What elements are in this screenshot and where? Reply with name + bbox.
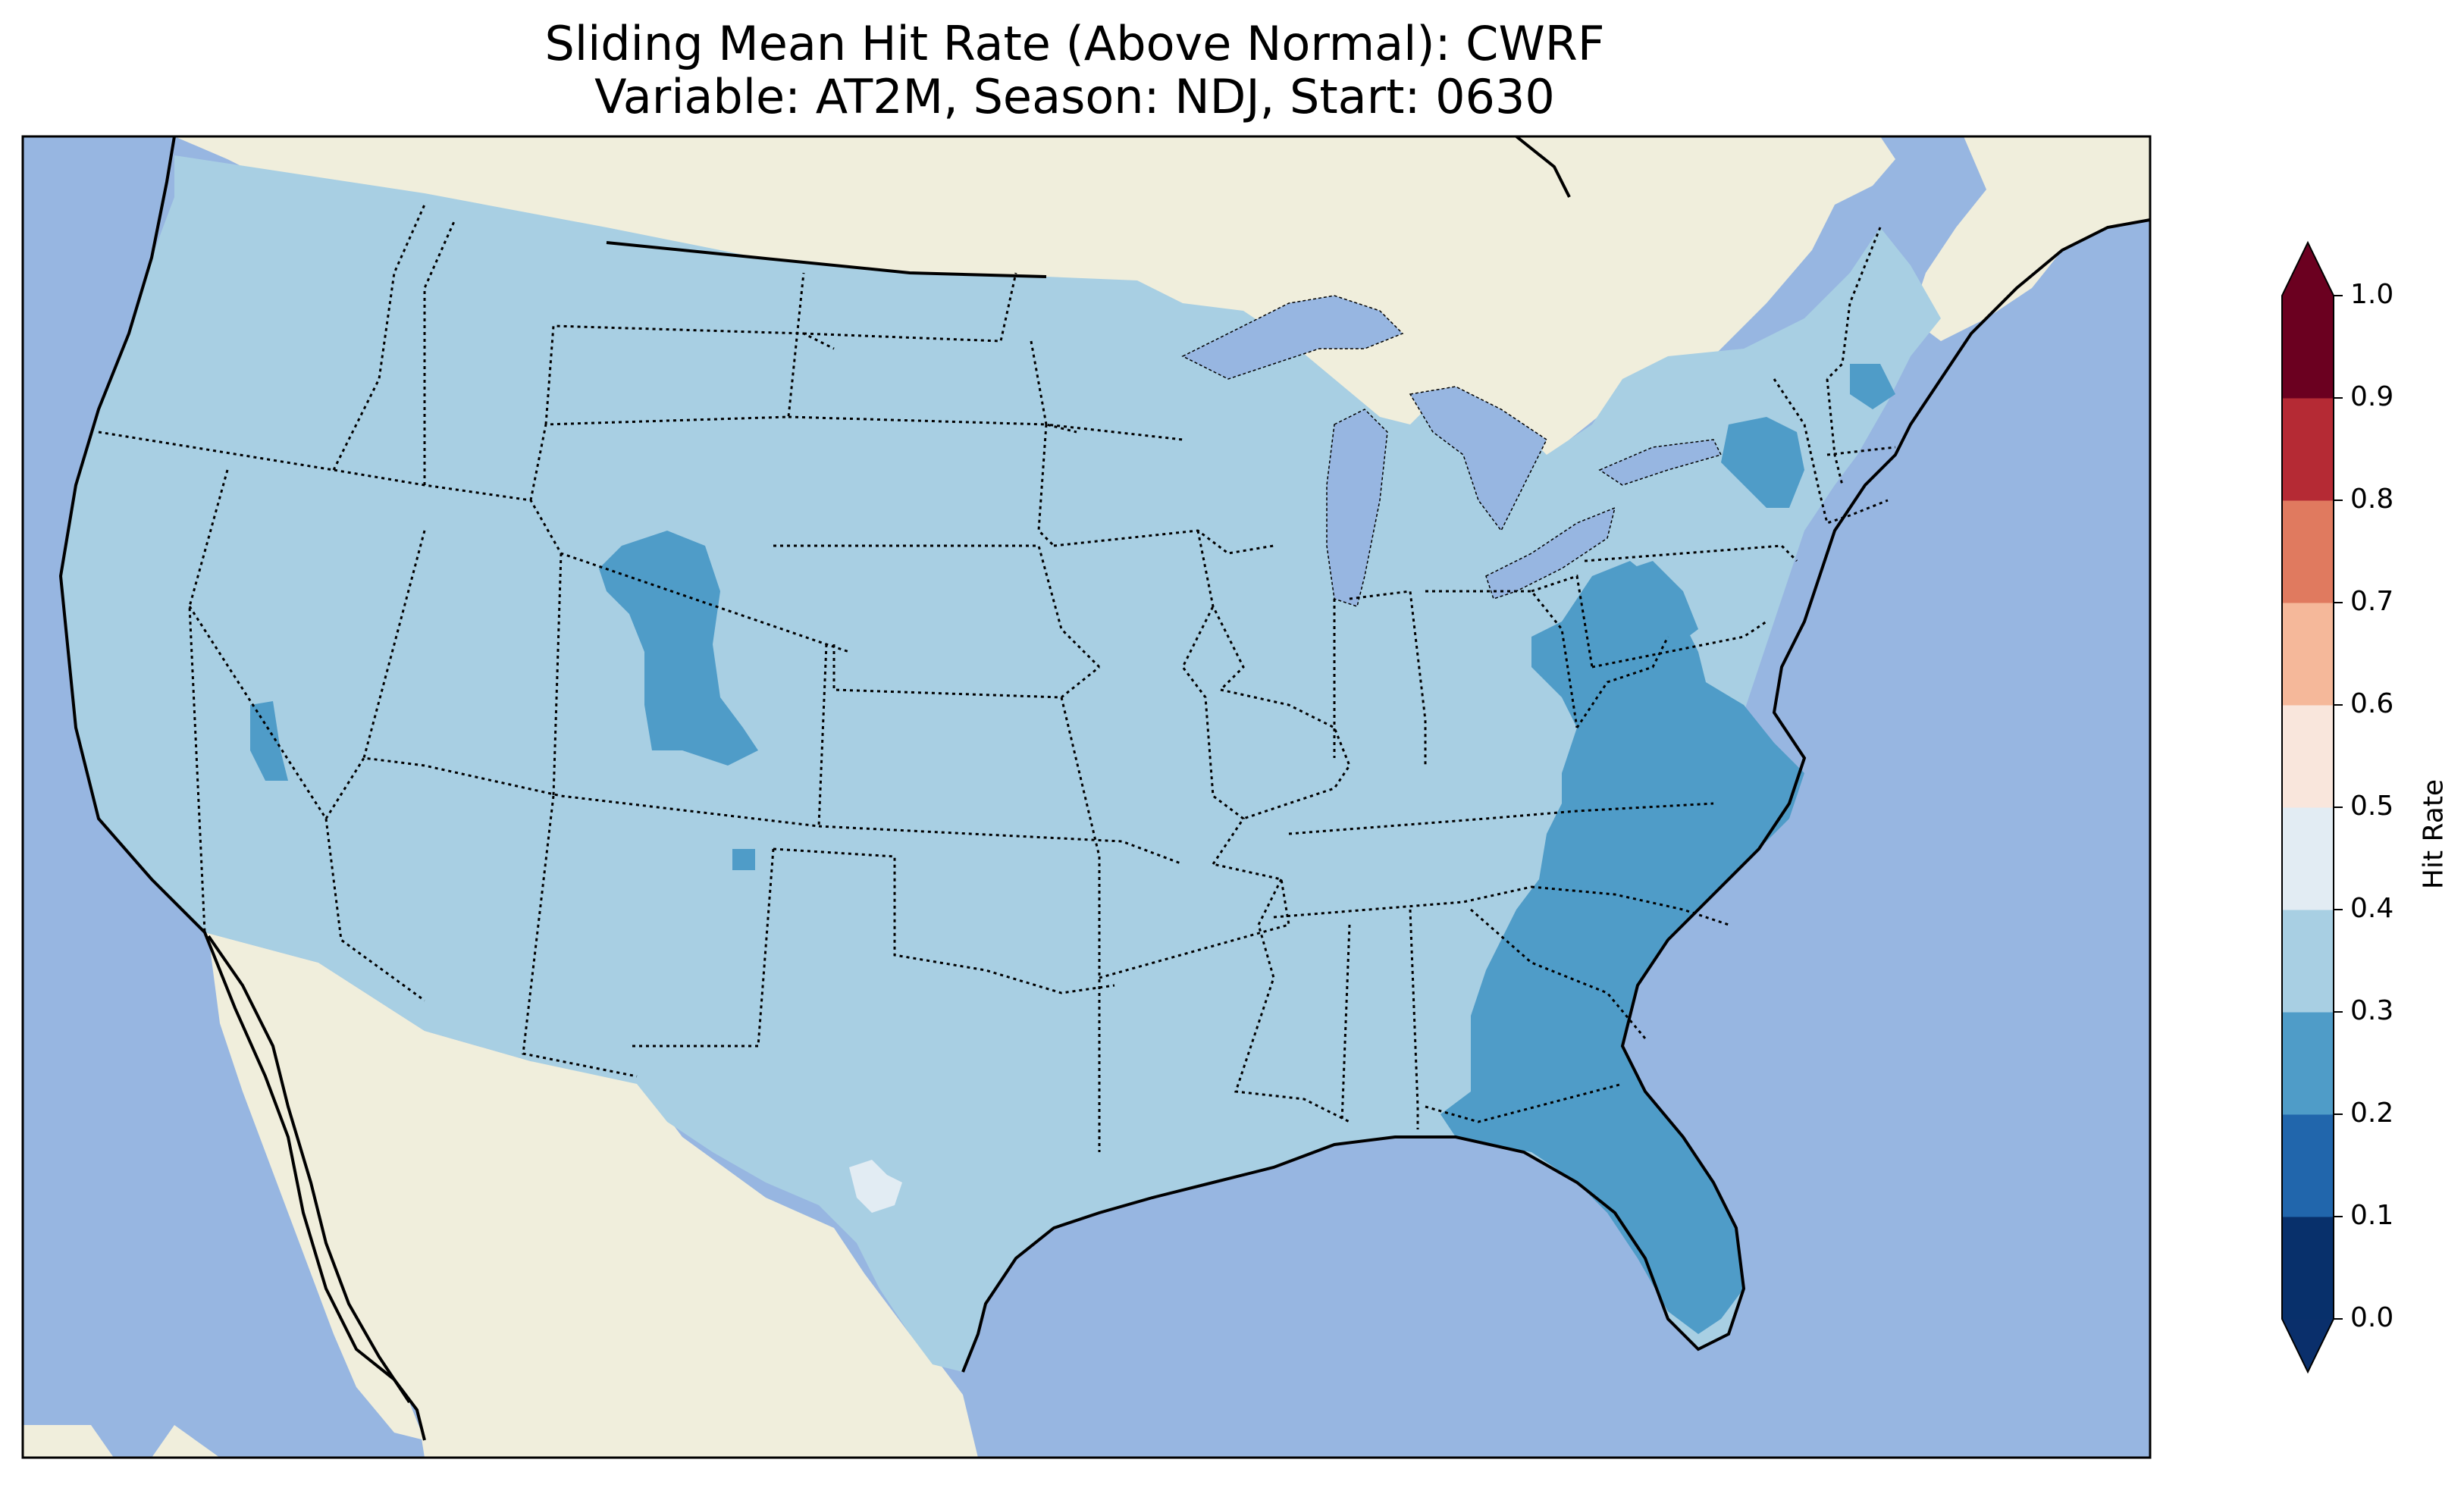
- colorbar-tick-label: 0.1: [2350, 1200, 2394, 1231]
- colorbar-title: Hit Rate: [2418, 778, 2450, 890]
- wy-co-hit-rate-0.2-0.3: [599, 531, 758, 766]
- great-lakes: [1181, 295, 1723, 607]
- southeast-hit-rate-0.2-0.3: [1440, 561, 1804, 1334]
- upstate-ny-hit-rate-0.2-0.3: [1721, 417, 1804, 508]
- nm-hit-rate-0.2-0.3: [732, 849, 755, 870]
- colorbar-segment: [2282, 603, 2334, 706]
- colorbar-segment: [2282, 500, 2334, 603]
- colorbar-segment: [2282, 296, 2334, 399]
- colorbar-tick-label: 0.9: [2350, 381, 2394, 412]
- colorbar: [2281, 240, 2343, 1374]
- baja-peninsula: [208, 936, 425, 1440]
- colorbar-segment: [2282, 1114, 2334, 1217]
- colorbar-tick-label: 1.0: [2350, 279, 2394, 310]
- maine-hit-rate-0.2-0.3: [1850, 364, 1895, 409]
- maritime-land: [1911, 136, 2150, 341]
- colorbar-extend-max: [2282, 243, 2334, 296]
- chart-subtitle: Variable: AT2M, Season: NDJ, Start: 0630: [594, 69, 1555, 124]
- map-frame: [21, 135, 2152, 1459]
- colorbar-segment: [2282, 705, 2334, 808]
- colorbar-tick-label: 0.4: [2350, 893, 2394, 924]
- colorbar-tick-label: 0.3: [2350, 995, 2394, 1026]
- chart-title: Sliding Mean Hit Rate (Above Normal): CW…: [544, 16, 1605, 71]
- colorbar-tick-label: 0.5: [2350, 791, 2394, 822]
- colorbar-extend-min: [2282, 1319, 2334, 1372]
- nevada-hit-rate-0.2-0.3: [250, 701, 288, 781]
- colorbar-tick-label: 0.2: [2350, 1098, 2394, 1129]
- texas-hit-rate-0.4-0.5: [849, 1160, 902, 1213]
- coastlines: [58, 135, 2151, 1441]
- pa-wv-hit-rate-0.2-0.3: [1577, 561, 1698, 667]
- colorbar-segment: [2282, 910, 2334, 1013]
- colorbar-tick-label: 0.0: [2350, 1302, 2394, 1333]
- colorbar-segment: [2282, 1012, 2334, 1115]
- colorbar-segment: [2282, 807, 2334, 910]
- colorbar-segment: [2282, 398, 2334, 501]
- colorbar-tick-label: 0.8: [2350, 484, 2394, 515]
- colorbar-segment: [2282, 1217, 2334, 1320]
- colorbar-tick-label: 0.6: [2350, 688, 2394, 719]
- map-panel: [23, 135, 2151, 1458]
- colorbar-tick-label: 0.7: [2350, 586, 2394, 617]
- state-boundaries: [98, 204, 1896, 1152]
